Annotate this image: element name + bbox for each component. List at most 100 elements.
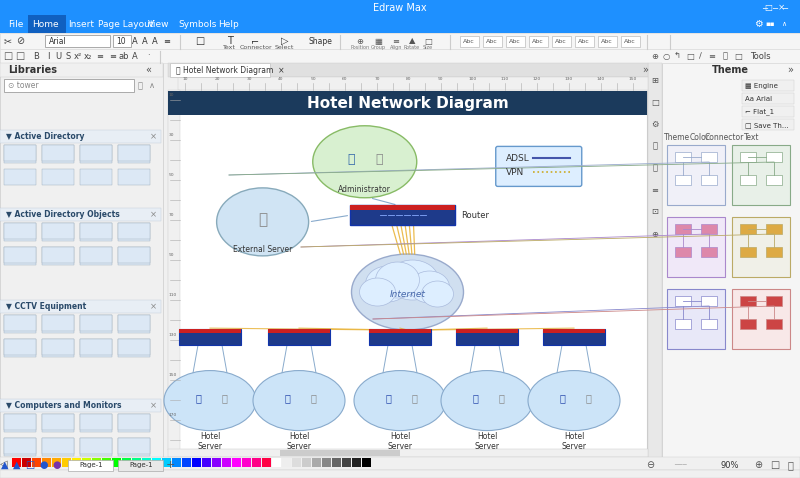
Text: «: « xyxy=(145,65,151,75)
Bar xyxy=(4,223,36,241)
Text: ▲: ▲ xyxy=(14,460,21,470)
Bar xyxy=(179,329,241,333)
Text: Theme: Theme xyxy=(664,133,690,142)
Bar xyxy=(362,458,371,467)
Ellipse shape xyxy=(366,266,410,302)
Bar xyxy=(740,319,756,329)
Text: ADSL: ADSL xyxy=(506,154,530,163)
Text: ○: ○ xyxy=(662,52,670,61)
Text: ×: × xyxy=(150,210,157,219)
Bar xyxy=(272,458,281,467)
Bar xyxy=(0,49,800,63)
Ellipse shape xyxy=(359,278,395,306)
Bar xyxy=(742,80,794,91)
Bar xyxy=(192,458,201,467)
Bar xyxy=(0,130,161,143)
Bar xyxy=(42,145,74,161)
Bar xyxy=(80,315,112,331)
Bar xyxy=(232,458,241,467)
Text: 130: 130 xyxy=(565,77,573,81)
Bar xyxy=(332,458,341,467)
Bar xyxy=(675,224,691,234)
Bar xyxy=(118,339,150,355)
Text: Text: Text xyxy=(222,44,235,50)
Text: 110: 110 xyxy=(169,293,178,297)
Bar xyxy=(4,169,36,185)
Bar xyxy=(118,315,150,333)
Text: ·: · xyxy=(146,52,150,61)
Ellipse shape xyxy=(354,370,446,431)
Bar xyxy=(118,247,150,263)
Text: A: A xyxy=(152,36,158,45)
Bar xyxy=(80,247,112,263)
Bar xyxy=(102,458,111,467)
Bar xyxy=(0,63,163,77)
Text: Aa Arial: Aa Arial xyxy=(745,96,772,102)
Bar xyxy=(80,414,112,430)
Text: Hotel: Hotel xyxy=(564,432,584,441)
Text: ⊕: ⊕ xyxy=(754,460,762,470)
Bar xyxy=(766,152,782,162)
Bar xyxy=(52,458,61,467)
Bar xyxy=(62,458,71,467)
Bar xyxy=(4,315,36,331)
Bar xyxy=(28,15,66,33)
Bar xyxy=(80,145,112,161)
Text: ▦ Engine: ▦ Engine xyxy=(745,83,778,89)
Text: ▲: ▲ xyxy=(409,36,415,45)
Bar xyxy=(80,438,112,454)
Bar xyxy=(42,223,74,241)
Bar xyxy=(118,438,150,454)
Bar xyxy=(0,208,161,221)
Text: 90%: 90% xyxy=(721,460,739,469)
Text: 🔒: 🔒 xyxy=(722,52,727,61)
Bar xyxy=(152,458,161,467)
Text: □: □ xyxy=(424,36,432,45)
Text: 🖥: 🖥 xyxy=(284,393,290,403)
Text: ⛶: ⛶ xyxy=(787,460,793,470)
Text: □ Save Th...: □ Save Th... xyxy=(745,122,789,128)
Text: ───: ─── xyxy=(674,462,686,468)
Text: x₂: x₂ xyxy=(84,52,92,61)
Text: Server: Server xyxy=(198,442,222,451)
Bar xyxy=(262,458,271,467)
Bar xyxy=(122,458,131,467)
Text: Rotate: Rotate xyxy=(404,44,420,50)
Text: ⌐: ⌐ xyxy=(251,36,259,46)
Text: ─: ─ xyxy=(782,3,787,12)
Bar xyxy=(268,329,330,345)
Text: 150: 150 xyxy=(169,373,178,377)
Bar xyxy=(292,458,301,467)
Bar xyxy=(766,247,782,257)
Bar xyxy=(322,458,331,467)
Text: Connector: Connector xyxy=(704,133,744,142)
Text: ≡: ≡ xyxy=(97,52,103,61)
Bar xyxy=(0,15,800,33)
Text: ∕: ∕ xyxy=(698,52,702,61)
Bar xyxy=(4,438,36,456)
Bar xyxy=(118,438,150,456)
Text: ⊕: ⊕ xyxy=(357,36,363,45)
Bar xyxy=(80,315,112,333)
Text: ab: ab xyxy=(118,52,130,61)
Text: 🖥: 🖥 xyxy=(472,393,478,403)
Bar xyxy=(32,458,41,467)
Bar xyxy=(118,414,150,432)
Text: Internet: Internet xyxy=(390,290,426,299)
Bar xyxy=(740,247,756,257)
Bar xyxy=(4,438,36,454)
Bar xyxy=(280,450,400,456)
Text: ✂: ✂ xyxy=(4,36,12,46)
Ellipse shape xyxy=(351,254,463,330)
Bar xyxy=(80,169,112,185)
Text: Hotel Network Diagram: Hotel Network Diagram xyxy=(306,96,508,110)
Text: A: A xyxy=(132,52,138,61)
Text: 🗄: 🗄 xyxy=(585,393,591,403)
Text: 📋: 📋 xyxy=(653,163,658,173)
Text: □: □ xyxy=(15,51,25,61)
Bar xyxy=(168,90,180,450)
Text: ⊕: ⊕ xyxy=(651,229,658,239)
Text: x²: x² xyxy=(74,52,82,61)
Bar xyxy=(4,145,36,161)
Ellipse shape xyxy=(422,281,454,307)
